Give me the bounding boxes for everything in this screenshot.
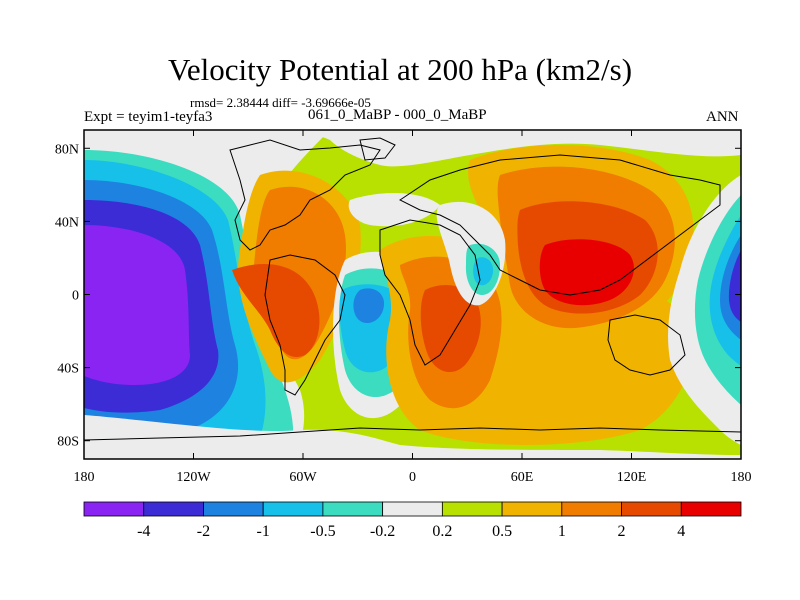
stats-label: rmsd= 2.38444 diff= -3.69666e-05 — [190, 95, 371, 110]
colorbar-swatch-2 — [203, 501, 264, 517]
contour-east-pacific-neg-5 — [728, 250, 741, 322]
contour-west-pacific-neg-6 — [84, 225, 190, 385]
coast-eurasia — [399, 154, 721, 296]
contour-arctic-neutral — [84, 130, 741, 167]
coast-antarctica — [84, 427, 741, 441]
case-label: 061_0_MaBP - 000_0_MaBP — [308, 107, 487, 123]
x-axis: 180 120W 60W 0 60E 120E 180 — [74, 130, 752, 485]
x-tick-label-3: 0 — [409, 470, 416, 485]
x-tick-label-1: 120W — [176, 470, 211, 485]
colorbar-label-5: 0.2 — [432, 523, 452, 540]
colorbar-swatch-6 — [441, 501, 503, 517]
colorbar-label-4: -0.2 — [370, 523, 395, 540]
coastlines — [84, 137, 741, 441]
colorbar-swatch-8 — [561, 501, 622, 517]
coast-africa — [379, 219, 481, 366]
coast-australia — [607, 314, 686, 376]
contour-arabia-neg-3 — [473, 257, 494, 286]
colorbar-label-6: 0.5 — [492, 523, 512, 540]
x-tick-label-6: 180 — [731, 470, 752, 485]
contour-africa-pos-3 — [420, 285, 481, 373]
y-tick-label-1: 40N — [55, 215, 79, 230]
y-tick-label-4: 80S — [57, 435, 79, 450]
y-tick-label-2: 0 — [72, 289, 79, 304]
colorbar: -4 -2 -1 -0.5 -0.2 0.2 0.5 1 2 4 — [83, 501, 742, 540]
contour-south-america-pos-3 — [232, 264, 320, 358]
colorbar-swatch-1 — [143, 501, 204, 517]
colorbar-label-8: 2 — [618, 523, 626, 540]
coast-south-america — [264, 254, 346, 396]
colorbar-label-9: 4 — [677, 523, 685, 540]
contour-southern-neutral — [84, 415, 741, 459]
x-tick-label-0: 180 — [74, 470, 95, 485]
coast-greenland — [359, 137, 396, 161]
contour-fill-layer — [84, 130, 741, 459]
y-tick-label-0: 80N — [55, 142, 79, 157]
colorbar-label-0: -4 — [137, 523, 150, 540]
contour-atlantic-north-neutral — [348, 193, 440, 227]
y-axis: 80N 40N 0 40S 80S — [55, 142, 741, 450]
season-label: ANN — [706, 109, 739, 125]
colorbar-swatch-5 — [382, 501, 443, 517]
y-tick-label-3: 40S — [57, 362, 79, 377]
colorbar-swatch-0 — [83, 501, 145, 517]
colorbar-label-7: 1 — [558, 523, 566, 540]
colorbar-swatch-10 — [680, 501, 742, 517]
contour-asia-pos-4 — [539, 239, 634, 306]
contour-atlantic-neg-4 — [353, 288, 385, 324]
x-tick-label-2: 60W — [289, 470, 317, 485]
colorbar-swatch-9 — [621, 501, 682, 517]
colorbar-label-3: -0.5 — [310, 523, 335, 540]
colorbar-label-1: -2 — [197, 523, 210, 540]
colorbar-label-2: -1 — [257, 523, 270, 540]
colorbar-swatch-3 — [262, 501, 324, 517]
x-tick-label-4: 60E — [511, 470, 534, 485]
experiment-label: Expt = teyim1-teyfa3 — [84, 109, 213, 125]
chart-title: Velocity Potential at 200 hPa (km2/s) — [167, 52, 633, 87]
colorbar-swatch-7 — [501, 501, 563, 517]
colorbar-swatch-4 — [322, 501, 384, 517]
x-tick-label-5: 120E — [617, 470, 647, 485]
coast-north-america — [229, 139, 381, 251]
